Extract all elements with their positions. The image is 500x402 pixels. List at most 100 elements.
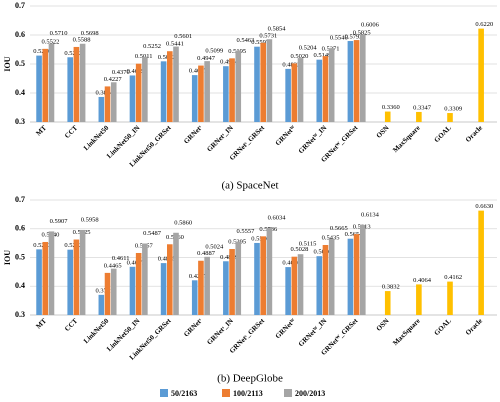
bar [135,252,142,315]
bar [416,284,422,315]
bar [36,249,42,315]
value-label: 0.4465 [104,262,122,269]
bar [160,61,167,122]
legend-swatch [160,389,168,397]
bar [322,244,329,315]
bar [110,82,117,122]
value-label: 0.4805 [158,256,176,263]
legend-label: 50/2163 [171,389,197,398]
x-tick-label: OSN [375,124,391,140]
y-tick-label: 0.5 [15,59,25,68]
bar [229,249,235,315]
bar [73,46,80,122]
value-label: 0.5028 [291,246,309,253]
value-label: 0.5487 [143,230,162,237]
value-label: 0.5024 [205,243,224,250]
bar [67,249,73,315]
bar [260,236,266,315]
x-tick-label: GRNetˢ [182,124,204,146]
bar [353,234,360,315]
bar [48,231,55,315]
x-tick-label: GOAL [433,317,453,337]
value-label: 0.4064 [413,277,432,284]
x-tick-label: CCT [63,317,79,333]
value-label: 0.6630 [475,203,493,210]
value-label: 0.5601 [174,33,192,40]
bar [384,291,391,315]
bar [478,28,484,122]
value-label: 0.5860 [174,219,192,226]
bar [167,51,173,122]
legend-swatch [284,389,292,397]
bar [254,242,260,315]
value-label: 0.4227 [104,76,123,83]
x-tick-label: GRNetᵂ [274,316,298,340]
value-label: 0.5588 [73,36,91,43]
bar [291,256,298,315]
bar [173,232,179,315]
value-label: 0.4162 [444,274,462,281]
bar [79,43,86,123]
value-label: 0.5272 [64,242,82,249]
value-label: 0.5435 [322,234,340,241]
bar [254,46,260,123]
bar [104,86,111,122]
bar [360,34,366,122]
value-label: 0.5290 [33,48,51,55]
y-tick-label: 0.4 [15,88,25,97]
bar [235,50,242,122]
value-label: 0.5698 [81,30,99,37]
bar [447,281,453,315]
bar [110,268,117,315]
bar [360,224,366,315]
bar [104,272,111,315]
bar [316,59,323,122]
bar [36,55,42,123]
value-label: 0.5011 [135,53,153,60]
bar [98,96,105,122]
bar [478,210,484,315]
bar [204,256,210,315]
x-tick-label: GRNetˢ [182,317,204,339]
value-label: 0.5546 [330,35,349,42]
bar [223,66,229,122]
y-tick-label: 0.7 [15,1,25,10]
bar [160,263,167,315]
x-tick-label: Oracle [464,317,484,337]
y-tick-label: 0.6 [15,224,25,233]
value-label: 0.5597 [251,39,270,46]
bar [73,239,80,315]
x-tick-label: LinkNet50 [82,317,111,346]
y-tick-label: 0.7 [15,195,25,204]
bar [416,111,422,122]
y-tick-label: 0.3 [15,310,25,319]
bar [285,68,291,122]
legend-swatch [222,389,230,397]
value-label: 0.6220 [475,21,493,28]
x-tick-label: LinkNet50 [82,124,111,153]
bar [142,243,148,315]
value-label: 0.4832 [282,61,300,68]
value-label: 0.5907 [50,218,69,225]
x-tick-label: MT [34,317,48,331]
bar [347,41,354,123]
value-label: 0.3701 [96,287,114,294]
bar [447,113,453,122]
value-label: 0.3347 [413,104,432,111]
bar [384,111,391,122]
bar [235,241,242,315]
bar [191,280,198,315]
value-label: 0.6034 [268,214,287,221]
x-tick-label: GRNetᵂ_IN [297,124,328,155]
bar [316,256,323,315]
bar [191,75,198,122]
bar [266,227,273,315]
y-tick-label: 0.3 [15,117,25,126]
bar [266,39,273,122]
y-tick-label: 0.6 [15,30,25,39]
value-label: 0.5463 [236,37,254,44]
x-tick-label: Oracle [464,124,484,144]
bar [129,75,136,122]
value-label: 0.5115 [299,241,317,248]
